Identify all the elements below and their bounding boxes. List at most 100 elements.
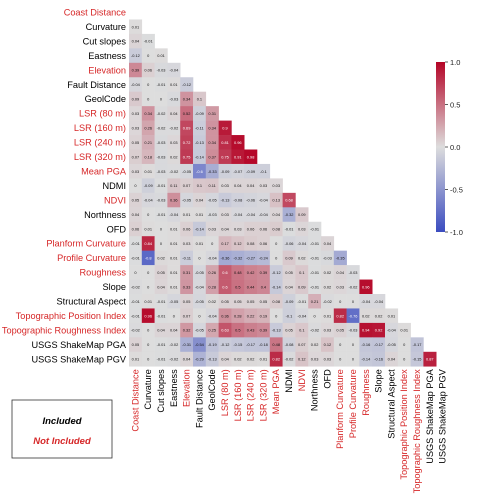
heatmap-cell (244, 250, 258, 266)
cell-value-label: -0.02 (349, 284, 358, 289)
cell-value-label: 0.02 (234, 357, 242, 362)
cell-value-label: -0.04 (259, 198, 269, 203)
legend-included-label: Included (42, 416, 81, 427)
heatmap-cell (397, 322, 411, 338)
heatmap-cell (333, 279, 347, 295)
cell-value-label: -0.05 (195, 299, 204, 304)
heatmap-cell (154, 163, 168, 179)
heatmap-cell (282, 322, 296, 338)
cell-value-label: 0.04 (183, 357, 191, 362)
cell-value-label: 0 (160, 227, 163, 232)
heatmap-cell (129, 207, 143, 223)
heatmap-cell (218, 250, 232, 266)
heatmap-cell (141, 351, 155, 367)
heatmap-cell (193, 322, 207, 338)
cell-value-label: -0.05 (387, 342, 396, 347)
row-label: Topographic Roughness Index (2, 325, 127, 335)
row-label: Roughness (80, 268, 127, 278)
heatmap-cell (333, 294, 347, 309)
cell-value-label: 0.05 (336, 328, 344, 333)
heatmap-cell (167, 308, 181, 324)
cell-value-label: -0.03 (323, 255, 332, 260)
heatmap-cell (282, 337, 296, 353)
cell-value-label: 0.82 (272, 357, 280, 362)
heatmap-cell (129, 33, 143, 49)
heatmap-cell (167, 120, 181, 136)
heatmap-cells: 0.010.04 -0.01-0.12 0 0.010.39 0.06 -0.03 -0.0… (129, 19, 437, 367)
cell-value-label: 0.32 (183, 328, 191, 333)
heatmap-cell (308, 337, 322, 353)
cell-value-label: 0.08 (272, 227, 280, 232)
heatmap-cell (167, 192, 181, 208)
colorbar: 1.0 0.5 0.0 -0.5 -1.0 (436, 58, 463, 237)
heatmap-cell (269, 178, 283, 194)
heatmap-cell (167, 135, 181, 150)
cell-value-label: 0.04 (285, 284, 293, 289)
heatmap-cell (193, 106, 207, 121)
heatmap-cell (180, 91, 194, 107)
heatmap-cell (269, 337, 283, 353)
heatmap-cell (333, 322, 347, 338)
cell-value-label: 0.01 (170, 227, 178, 232)
cell-value-label: 0.07 (183, 313, 191, 318)
cell-value-label: -0.01 (144, 39, 153, 44)
column-label: USGS ShakeMap PGV (438, 368, 448, 463)
cell-value-label: -0.02 (285, 357, 294, 362)
cell-value-label: 0.04 (221, 227, 229, 232)
heatmap-cell (308, 322, 322, 338)
heatmap-cell (308, 294, 322, 309)
row-label: Cut slopes (83, 36, 127, 46)
heatmap-cell (167, 250, 181, 266)
cell-value-label: 0.01 (170, 82, 178, 87)
cell-value-label: 0.05 (132, 198, 140, 203)
cell-value-label: -0.6 (196, 169, 203, 174)
heatmap-cell (167, 62, 181, 78)
heatmap-cell (154, 207, 168, 223)
cell-value-label: 0.04 (234, 183, 242, 188)
heatmap-cell (372, 322, 386, 338)
cell-value-label: 0.04 (272, 212, 280, 217)
cell-value-label: 0.84 (144, 241, 152, 246)
heatmap-cell (244, 279, 258, 295)
cell-value-label: 0.34 (208, 125, 216, 130)
cell-value-label: 0.03 (208, 227, 216, 232)
cell-value-label: -0.04 (387, 328, 397, 333)
heatmap-cell (346, 265, 360, 280)
heatmap-cell (218, 322, 232, 338)
heatmap-cell (141, 163, 155, 179)
cell-value-label: -0.14 (195, 227, 205, 232)
heatmap-cell (193, 192, 207, 208)
cell-value-label: 0 (198, 313, 201, 318)
cell-value-label: 0.02 (298, 255, 306, 260)
row-label: OFD (107, 224, 127, 234)
cell-value-label: -0.1 (260, 169, 267, 174)
cell-value-label: 0.87 (426, 357, 434, 362)
row-label: NDMI (103, 181, 126, 191)
heatmap-cell (205, 279, 219, 295)
cell-value-label: -0.09 (144, 183, 153, 188)
cell-value-label: 0.01 (400, 328, 408, 333)
cell-value-label: -0.16 (374, 357, 383, 362)
heatmap-cell (154, 120, 168, 136)
cell-value-label: -0.03 (157, 198, 166, 203)
heatmap-cell (129, 62, 143, 78)
cell-value-label: -0.04 (246, 212, 256, 217)
cell-value-label: 0.04 (157, 328, 165, 333)
row-label: NDVI (104, 195, 126, 205)
heatmap-cell (359, 351, 373, 367)
heatmap-cell (244, 221, 258, 237)
cell-value-label: -0.04 (208, 255, 218, 260)
cell-value-label: 0.06 (144, 68, 152, 73)
heatmap-cell (359, 294, 373, 309)
heatmap-cell (167, 178, 181, 194)
heatmap-cell (180, 236, 194, 251)
cell-value-label: -0.07 (233, 169, 242, 174)
heatmap-cell (257, 294, 271, 309)
cell-value-label: -0.01 (285, 227, 294, 232)
column-label: Topographic Position Index (399, 369, 409, 480)
heatmap-cell (205, 135, 219, 150)
row-label: GeolCode (85, 94, 126, 104)
cell-value-label: 0.03 (311, 357, 319, 362)
cell-value-label: -0.14 (361, 357, 371, 362)
cell-value-label: 0.52 (183, 111, 191, 116)
